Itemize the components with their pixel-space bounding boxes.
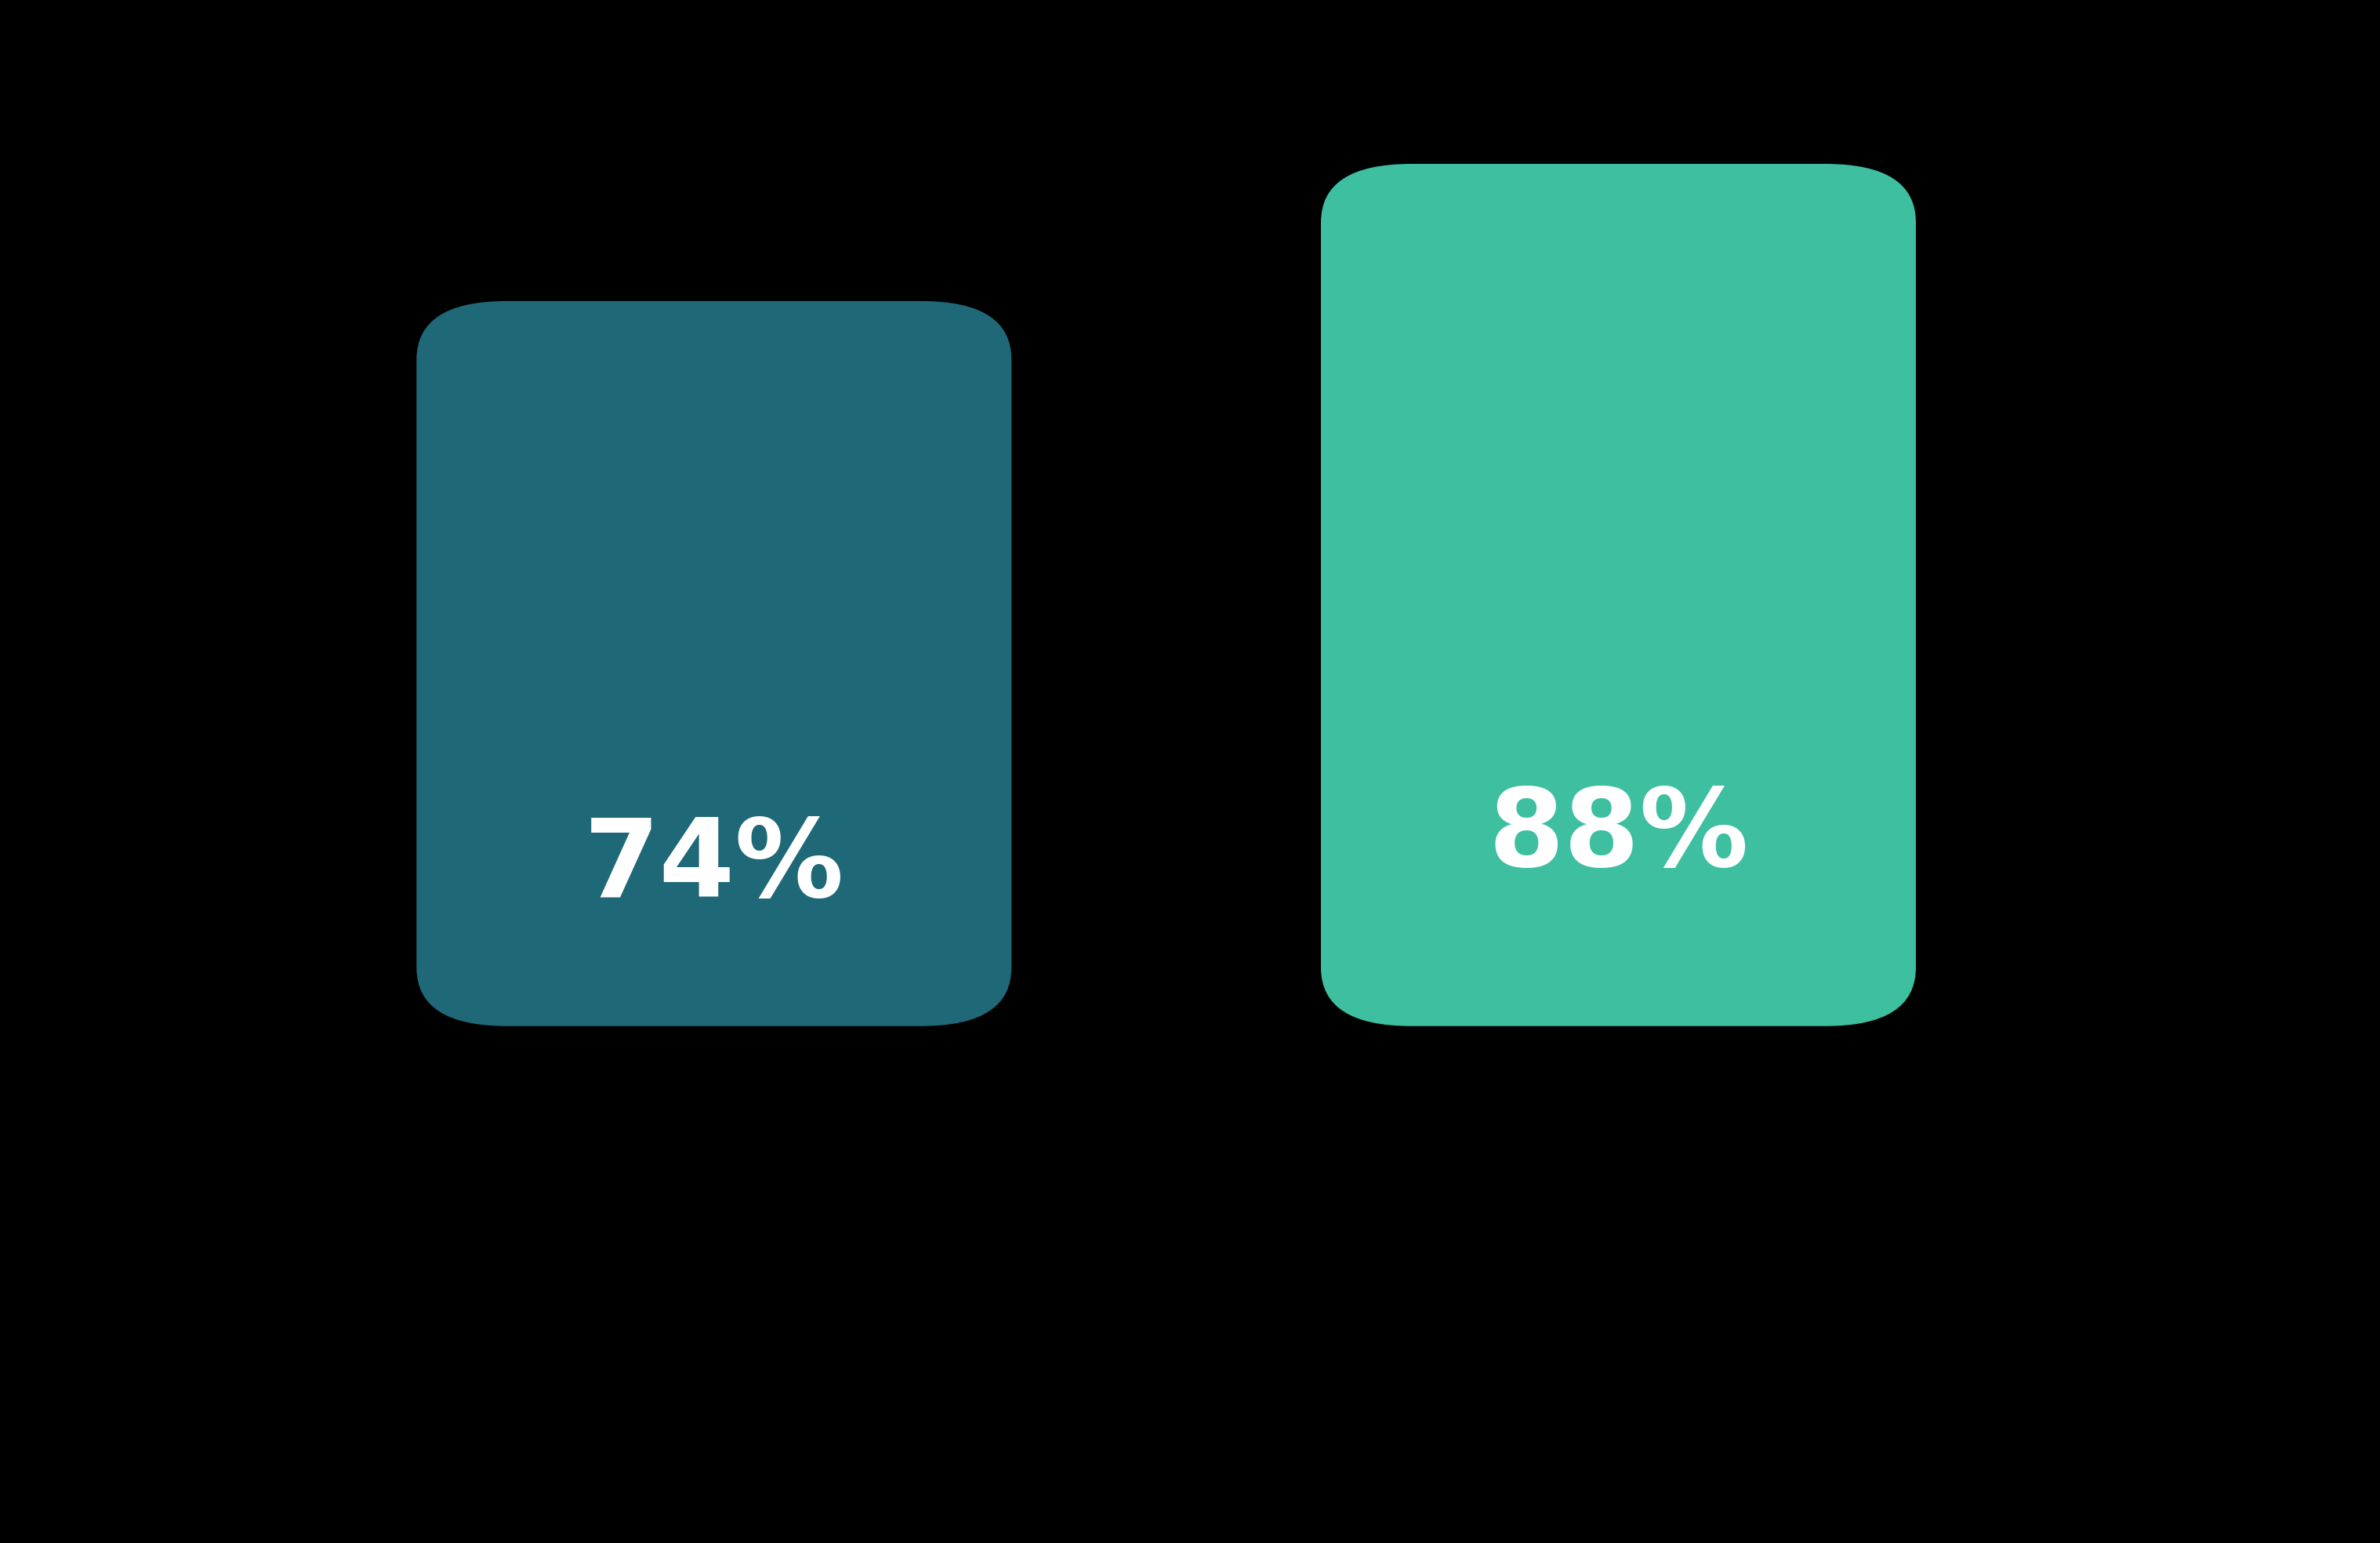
Text: 88%: 88%	[1488, 784, 1749, 889]
FancyBboxPatch shape	[416, 301, 1012, 1026]
FancyBboxPatch shape	[1321, 164, 1916, 1026]
Text: 74%: 74%	[583, 813, 845, 920]
